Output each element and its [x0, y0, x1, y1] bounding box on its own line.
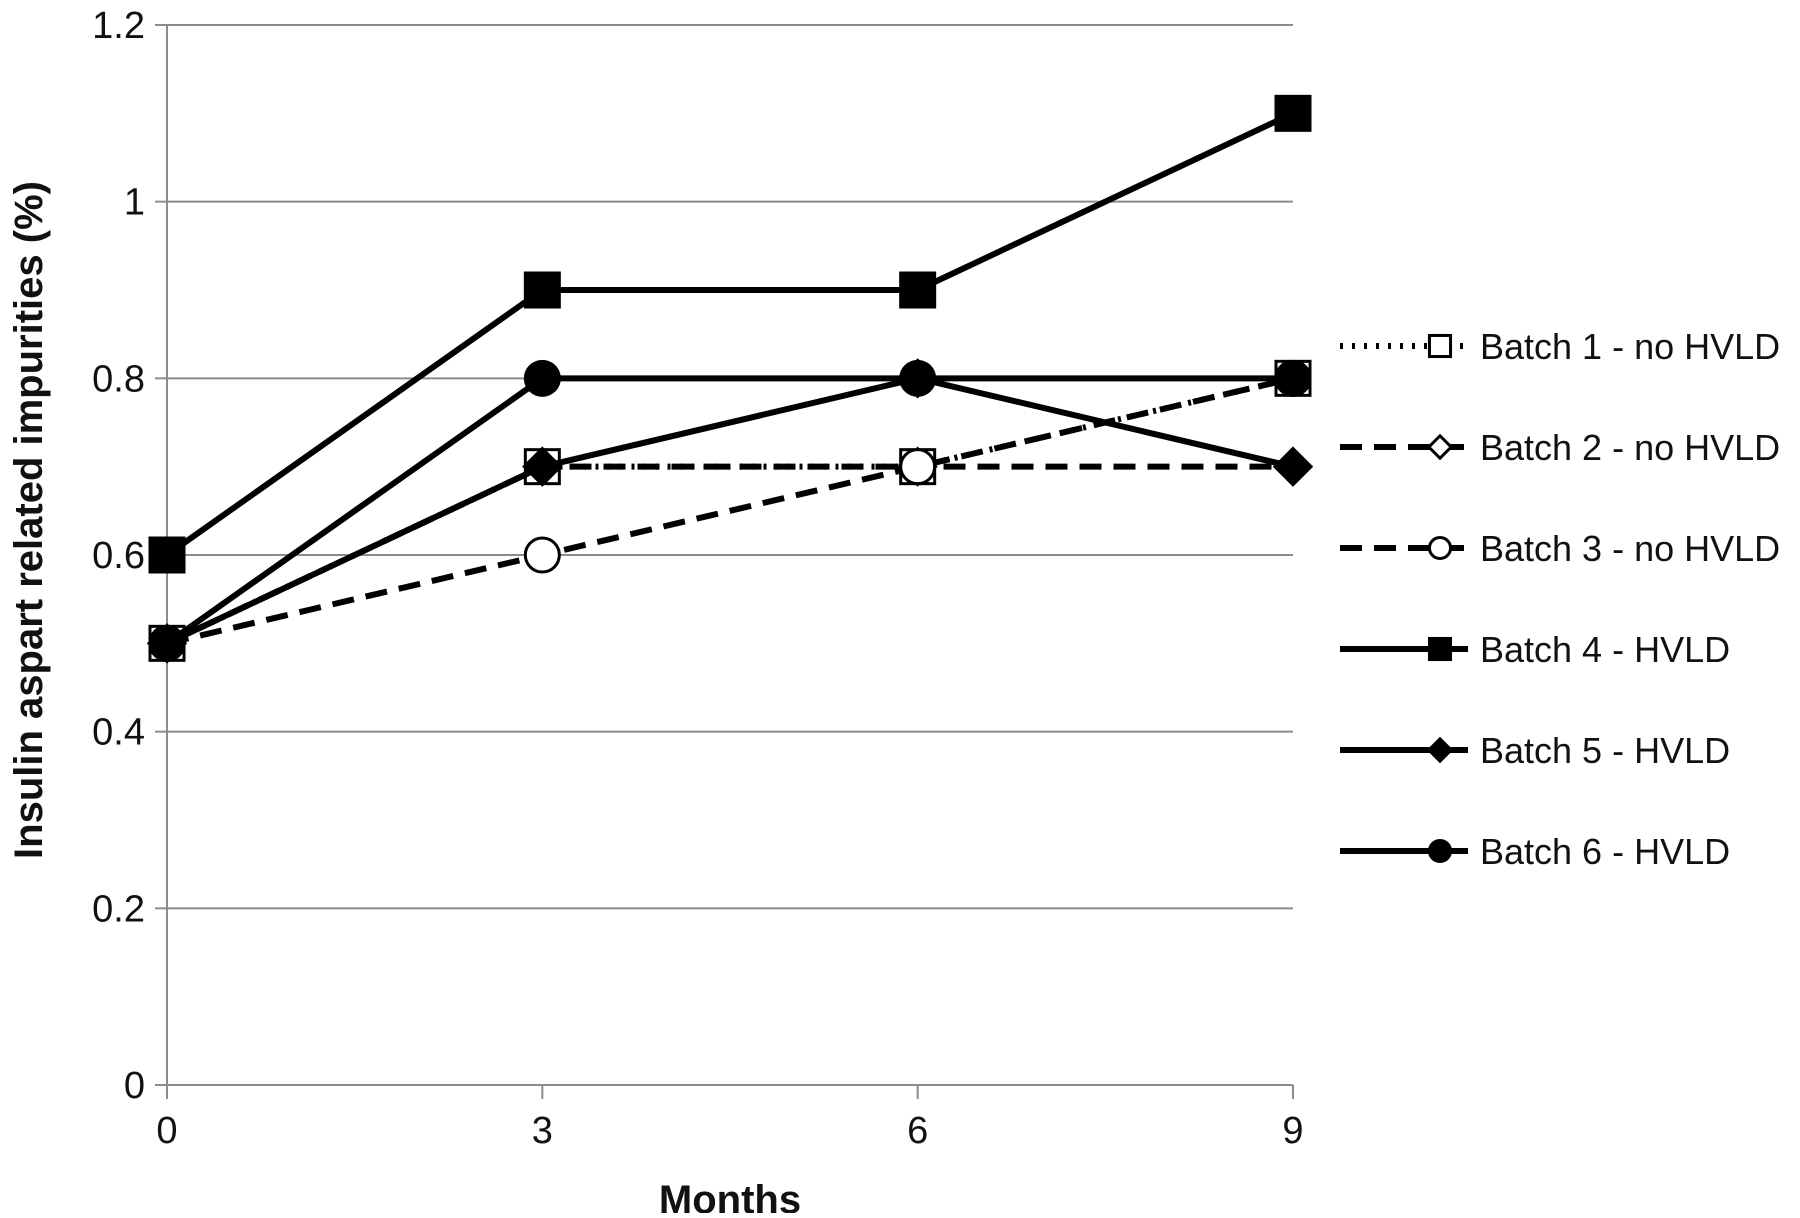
x-tick-label: 0: [156, 1110, 177, 1152]
legend-label: Batch 2 - no HVLD: [1480, 427, 1780, 468]
y-tick-label: 0.8: [92, 358, 145, 400]
legend-label: Batch 1 - no HVLD: [1480, 326, 1780, 367]
series-group: [146, 94, 1314, 664]
x-axis-title: Months: [659, 1178, 801, 1213]
marker-diamond: [522, 446, 563, 487]
marker-circle: [1427, 535, 1453, 561]
y-tick-label: 0: [124, 1065, 145, 1107]
marker-circle: [899, 359, 937, 397]
series-line: [165, 375, 1294, 647]
y-tick-label: 0.4: [92, 712, 145, 754]
legend-item-3: Batch 3 - no HVLD: [1340, 528, 1780, 569]
marker-diamond: [1272, 446, 1314, 487]
marker-circle: [523, 536, 561, 574]
data-point: [523, 536, 561, 574]
data-point: [899, 448, 937, 486]
series-line: [166, 375, 1294, 647]
y-tick-label: 1.2: [92, 5, 145, 47]
data-point: [1274, 94, 1312, 132]
y-axis-title: Insulin aspart related impurities (%): [7, 181, 51, 859]
marker-square: [1274, 94, 1312, 132]
data-point: [899, 359, 937, 397]
series-line: [165, 110, 1295, 558]
marker-diamond: [1426, 433, 1454, 461]
y-tick-label: 1: [124, 182, 145, 224]
series-4: [148, 94, 1312, 574]
marker-circle: [148, 624, 186, 662]
x-tick-label: 3: [532, 1110, 553, 1152]
marker-diamond: [1426, 736, 1454, 764]
marker-circle: [899, 448, 937, 486]
x-tick-label: 9: [1282, 1110, 1303, 1152]
marker-circle: [1274, 359, 1312, 397]
series-6: [148, 359, 1312, 662]
data-point: [523, 271, 561, 309]
y-tick-label: 0.6: [92, 535, 145, 577]
legend-label: Batch 4 - HVLD: [1480, 629, 1730, 670]
legend-item-1: Batch 1 - no HVLD: [1340, 326, 1780, 367]
x-tick-label: 6: [907, 1110, 928, 1152]
data-point: [522, 446, 563, 487]
data-point: [1272, 446, 1314, 487]
marker-square: [148, 536, 186, 574]
marker-circle: [523, 359, 561, 397]
series-3: [148, 359, 1312, 662]
legend-label: Batch 6 - HVLD: [1480, 831, 1730, 872]
legend-item-6: Batch 6 - HVLD: [1340, 831, 1730, 872]
data-point: [899, 271, 937, 309]
legend: Batch 1 - no HVLD Batch 2 - no HVLD Batch …: [1340, 326, 1780, 872]
marker-square: [1427, 333, 1453, 359]
marker-square: [1427, 636, 1453, 662]
legend-label: Batch 5 - HVLD: [1480, 730, 1730, 771]
axes: 0 0.2 0.4 0.6 0.8 1 1.2 0 3 6 9: [92, 5, 1303, 1152]
series-line: [165, 375, 1293, 646]
legend-label: Batch 3 - no HVLD: [1480, 528, 1780, 569]
series-line: [165, 375, 1294, 647]
data-point: [148, 536, 186, 574]
marker-square: [899, 271, 937, 309]
legend-item-2: Batch 2 - no HVLD: [1340, 427, 1780, 468]
data-point: [1274, 359, 1312, 397]
legend-item-4: Batch 4 - HVLD: [1340, 629, 1730, 670]
marker-square: [523, 271, 561, 309]
marker-circle: [1427, 838, 1453, 864]
legend-item-5: Batch 5 - HVLD: [1340, 730, 1730, 771]
data-point: [148, 624, 186, 662]
y-tick-label: 0.2: [92, 888, 145, 930]
data-point: [523, 359, 561, 397]
